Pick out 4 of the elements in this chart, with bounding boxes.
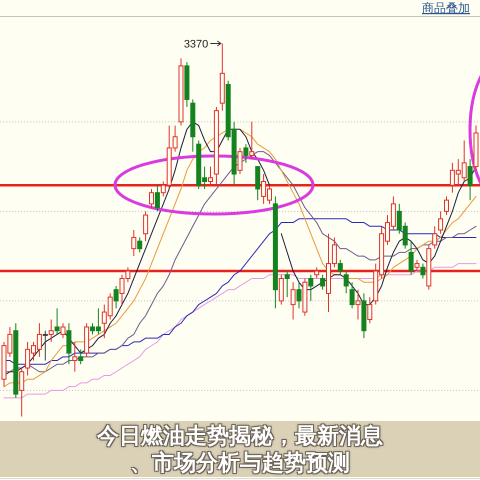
title: 今日燃油走势揭秘，最新消息、市场分析与趋势预测 [0, 421, 480, 477]
annotation: 3370 [184, 38, 208, 50]
annotation: 3370 [184, 38, 222, 50]
annotation: 商品叠加 [422, 1, 470, 15]
